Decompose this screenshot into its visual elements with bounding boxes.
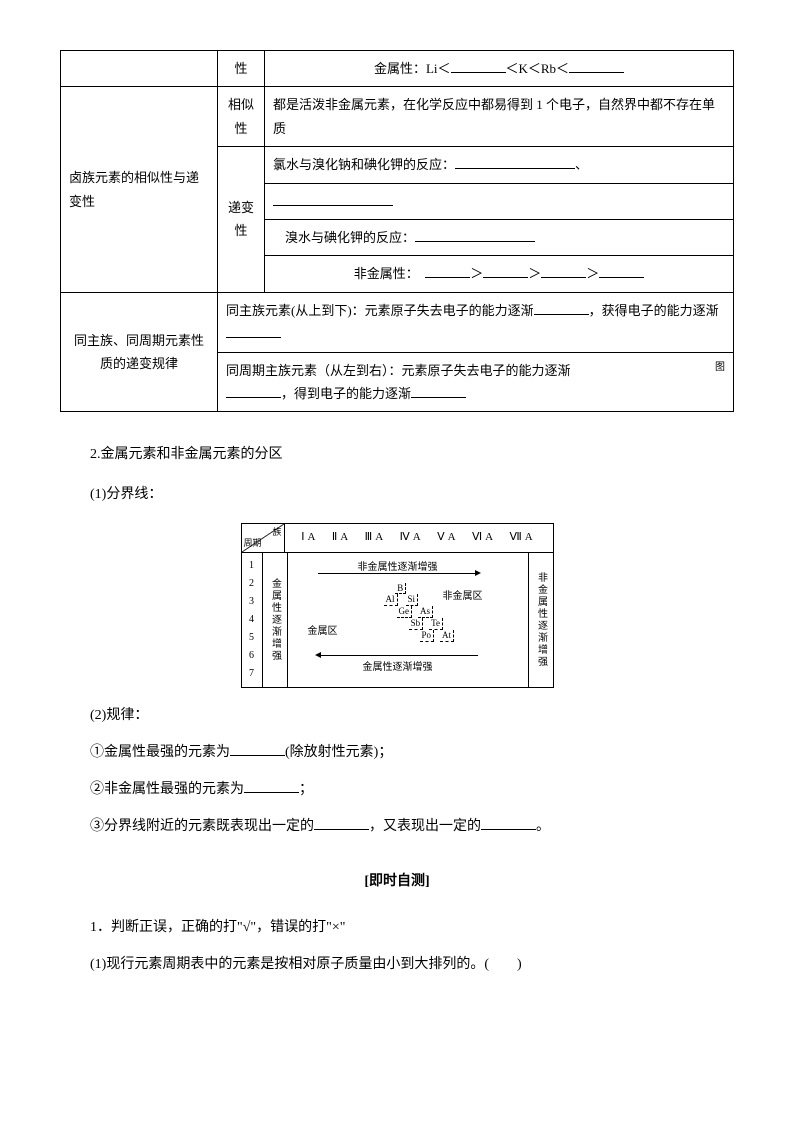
left-vertical-label: 金属性逐渐增强 [263,553,288,687]
test-heading: [即时自测] [60,869,734,894]
bromine-reaction: 溴水与碘化钾的反应： [265,219,734,255]
rule-3: ③分界线附近的元素既表现出一定的，又表现出一定的。 [90,814,734,839]
diagram-body: 非金属性逐渐增强 非金属区 B AlSi GeAs SbTe PoAt 金属区 … [288,553,528,683]
halogen-label: 卤族元素的相似性与递变性 [61,87,218,292]
same-group-rule: 同主族元素(从上到下)：元素原子失去电子的能力逐渐，获得电子的能力逐渐 [218,292,734,352]
subsection-2: (2)规律： [90,703,734,728]
main-table: 性 金属性：Li＜＜K＜Rb＜ 卤族元素的相似性与递变性 相似性 都是活泼非金属… [60,50,734,412]
periodic-diagram: 族 周期 ⅠA ⅡA ⅢA ⅣA ⅤA ⅥA ⅦA 1234567 金属性逐渐增… [60,523,734,688]
chlorine-reaction-2 [265,183,734,219]
same-period-rule: 同周期主族元素（从左到右）：元素原子失去电子的能力逐渐图，得到电子的能力逐渐 [218,352,734,412]
nonmetal-property: 非金属性： ＞＞＞ [265,256,734,292]
subsection-1: (1)分界线： [90,482,734,507]
metal-property-cell: 金属性：Li＜＜K＜Rb＜ [265,51,734,87]
change-label: 递变性 [218,147,265,293]
section-2-title: 2.金属元素和非金属元素的分区 [90,442,734,467]
rule-2: ②非金属性最强的元素为； [90,777,734,802]
right-vertical-label: 非金属性逐渐增强 [528,553,553,687]
question-1-1: (1)现行元素周期表中的元素是按相对原子质量由小到大排列的。( ) [90,952,734,977]
period-label: 同主族、同周期元素性质的递变规律 [61,292,218,412]
chlorine-reaction: 氯水与溴化钠和碘化钾的反应：、 [265,147,734,183]
period-numbers: 1234567 [242,553,263,687]
similar-label: 相似性 [218,87,265,147]
question-1: 1．判断正误，正确的打"√"，错误的打"×" [90,915,734,940]
similar-text: 都是活泼非金属元素，在化学反应中都易得到 1 个电子，自然界中都不存在单质 [265,87,734,147]
xing-cell: 性 [218,51,265,87]
rule-1: ①金属性最强的元素为(除放射性元素)； [90,740,734,765]
